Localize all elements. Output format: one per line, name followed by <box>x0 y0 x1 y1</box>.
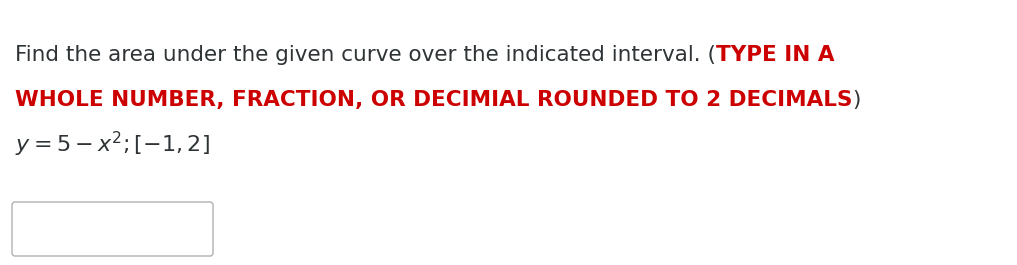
Text: $y = 5 - x^2; [-1, 2]$: $y = 5 - x^2; [-1, 2]$ <box>15 130 210 159</box>
FancyBboxPatch shape <box>12 202 213 256</box>
Text: ): ) <box>852 90 860 110</box>
Text: TYPE IN A: TYPE IN A <box>716 45 834 65</box>
Text: Find the area under the given curve over the indicated interval. (: Find the area under the given curve over… <box>15 45 716 65</box>
Text: WHOLE NUMBER, FRACTION, OR DECIMIAL ROUNDED TO 2 DECIMALS: WHOLE NUMBER, FRACTION, OR DECIMIAL ROUN… <box>15 90 852 110</box>
